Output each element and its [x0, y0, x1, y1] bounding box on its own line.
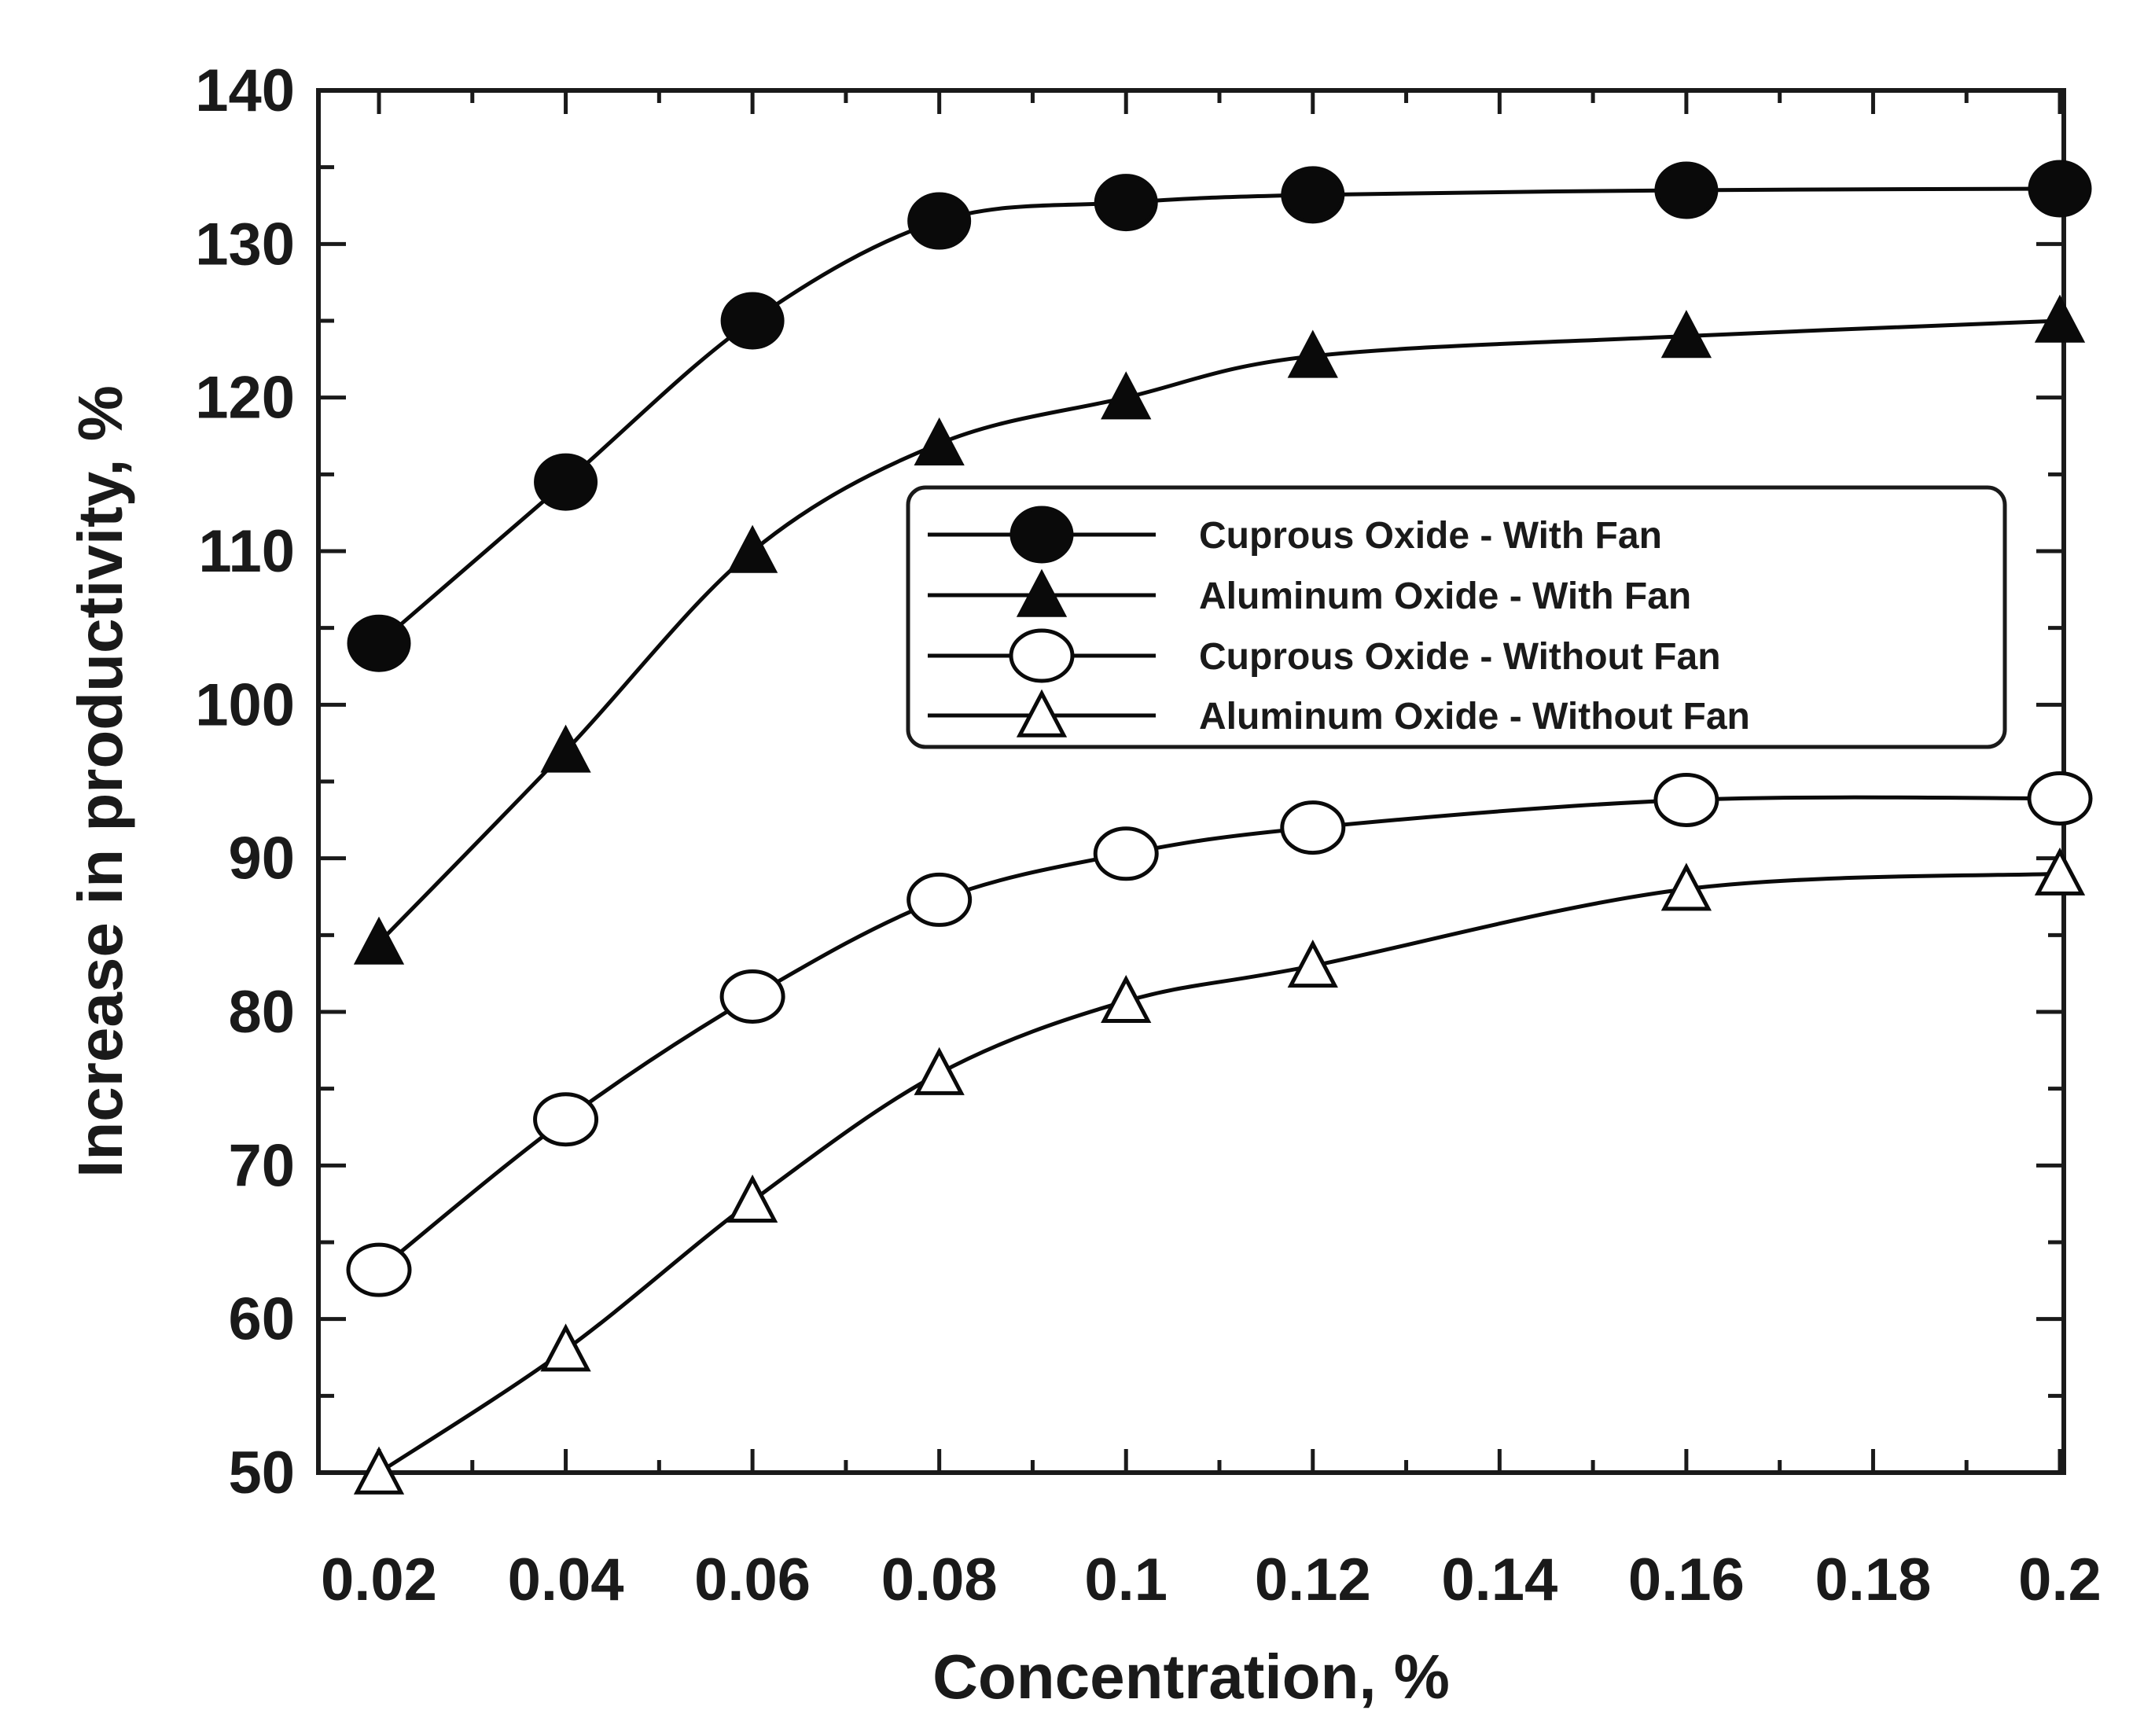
x-tick-label: 0.1 — [1084, 1547, 1168, 1613]
legend: Cuprous Oxide - With Fan Aluminum Oxide -… — [906, 485, 2007, 749]
series-3 — [346, 771, 2093, 1297]
x-tick-label: 0.18 — [1815, 1547, 1931, 1613]
data-point — [2034, 294, 2086, 343]
data-point — [907, 192, 972, 250]
y-tick-label: 70 — [228, 1132, 295, 1199]
x-tick-label: 0.2 — [2018, 1547, 2102, 1613]
legend-marker — [1016, 689, 1068, 737]
x-tick-label: 0.12 — [1255, 1547, 1371, 1613]
x-tick-label: 0.08 — [881, 1547, 998, 1613]
data-point — [534, 453, 598, 511]
data-point — [1660, 862, 1712, 911]
x-axis-title: Concentration, % — [932, 1642, 1450, 1712]
data-point — [720, 292, 785, 350]
y-tick-label: 50 — [228, 1440, 295, 1506]
data-point — [1101, 974, 1152, 1024]
y-tick-label: 80 — [228, 979, 295, 1046]
data-point — [1280, 800, 1346, 855]
data-point — [2028, 160, 2092, 218]
data-point — [726, 1174, 778, 1223]
data-point — [1287, 940, 1338, 988]
axis-ticks: 0.02 0.04 0.06 0.08 0.1 0.12 0.14 0.16 0.18 0.2 50… — [195, 57, 2102, 1613]
series-layer — [346, 160, 2093, 1495]
data-point — [533, 1092, 599, 1147]
data-point — [540, 724, 591, 773]
data-point — [726, 524, 778, 573]
y-tick-label: 90 — [228, 826, 295, 892]
x-tick-label: 0.04 — [508, 1547, 624, 1613]
legend-marker — [1009, 628, 1075, 683]
data-point — [1654, 161, 1719, 219]
legend-label: Aluminum Oxide - Without Fan — [1199, 696, 1750, 737]
series-line — [377, 795, 2061, 1272]
data-point — [353, 1446, 405, 1495]
series-1 — [347, 160, 2092, 672]
y-tick-label: 140 — [195, 57, 295, 124]
legend-label: Aluminum Oxide - With Fan — [1199, 576, 1691, 617]
data-point — [907, 872, 973, 927]
data-point — [1094, 174, 1158, 232]
x-tick-label: 0.16 — [1628, 1547, 1745, 1613]
legend-label: Cuprous Oxide - With Fan — [1199, 515, 1662, 557]
data-point — [1093, 826, 1159, 881]
data-point — [1660, 310, 1712, 359]
x-tick-label: 0.02 — [321, 1547, 437, 1613]
data-point — [346, 1242, 412, 1297]
data-point — [914, 1046, 965, 1095]
data-point — [540, 1323, 591, 1372]
y-tick-label: 100 — [195, 671, 295, 738]
data-point — [1101, 371, 1152, 420]
data-point — [353, 916, 405, 965]
y-tick-label: 110 — [198, 518, 295, 585]
series-2 — [353, 294, 2086, 965]
legend-marker — [1009, 506, 1074, 564]
data-point — [1287, 329, 1338, 378]
data-point — [719, 969, 785, 1024]
data-point — [1653, 772, 1719, 827]
y-tick-label: 130 — [195, 211, 295, 278]
y-tick-label: 120 — [195, 365, 295, 432]
legend-marker — [1016, 568, 1068, 617]
data-point — [1281, 166, 1345, 224]
series-4 — [353, 847, 2086, 1495]
legend-label: Cuprous Oxide - Without Fan — [1199, 636, 1721, 678]
plot-area — [316, 88, 2066, 1475]
x-tick-label: 0.06 — [694, 1547, 811, 1613]
series-line — [377, 871, 2061, 1475]
data-point — [914, 417, 965, 465]
data-point — [347, 614, 411, 672]
data-point — [2034, 847, 2086, 896]
data-point — [2027, 771, 2093, 826]
y-tick-label: 60 — [228, 1286, 295, 1353]
legend-box — [906, 485, 2007, 749]
y-axis-title: Increase in productivity, % — [65, 385, 135, 1178]
x-tick-label: 0.14 — [1441, 1547, 1557, 1613]
